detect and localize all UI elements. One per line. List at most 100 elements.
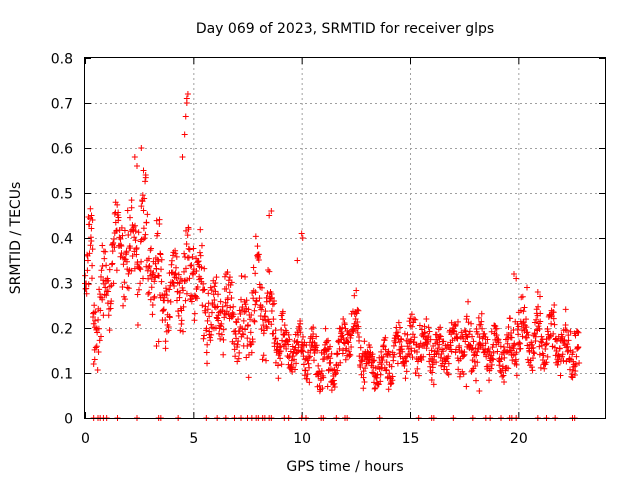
data-point bbox=[120, 261, 127, 268]
data-point bbox=[141, 235, 148, 242]
data-point bbox=[285, 341, 292, 348]
data-point bbox=[224, 302, 231, 309]
data-point bbox=[94, 367, 101, 374]
data-point bbox=[575, 329, 582, 336]
data-point bbox=[118, 224, 125, 231]
data-point bbox=[262, 313, 269, 320]
x-tick-label: 20 bbox=[510, 431, 528, 447]
data-point bbox=[238, 272, 245, 279]
data-point bbox=[572, 361, 579, 368]
data-point bbox=[572, 368, 579, 375]
data-point bbox=[87, 215, 94, 222]
data-point bbox=[173, 264, 180, 271]
data-point bbox=[401, 330, 408, 337]
data-point bbox=[501, 354, 508, 361]
data-point bbox=[212, 324, 219, 331]
data-point bbox=[201, 265, 208, 272]
data-point bbox=[222, 311, 229, 318]
data-point bbox=[189, 253, 196, 260]
data-point bbox=[319, 385, 326, 392]
data-point bbox=[553, 338, 560, 345]
data-point bbox=[454, 318, 461, 325]
data-point bbox=[198, 264, 205, 271]
data-point bbox=[110, 280, 117, 287]
data-point bbox=[398, 336, 405, 343]
data-point bbox=[510, 345, 517, 352]
data-point bbox=[555, 352, 562, 359]
data-point bbox=[155, 258, 162, 265]
data-point bbox=[355, 307, 362, 314]
data-point bbox=[124, 207, 131, 214]
data-point bbox=[148, 284, 155, 291]
data-point bbox=[129, 252, 136, 259]
data-point bbox=[163, 292, 170, 299]
data-point bbox=[115, 214, 122, 221]
data-point bbox=[535, 323, 542, 330]
data-point bbox=[380, 353, 387, 360]
data-point bbox=[160, 307, 167, 314]
data-point bbox=[183, 241, 190, 248]
data-point bbox=[235, 316, 242, 323]
data-point bbox=[456, 342, 463, 349]
data-point bbox=[315, 362, 322, 369]
data-point bbox=[538, 342, 545, 349]
data-point bbox=[262, 308, 269, 315]
data-point bbox=[135, 286, 142, 293]
data-point bbox=[565, 332, 572, 339]
data-point bbox=[354, 329, 361, 336]
data-point bbox=[182, 113, 189, 120]
data-point bbox=[82, 272, 89, 279]
data-point bbox=[460, 352, 467, 359]
data-point bbox=[476, 334, 483, 341]
data-point bbox=[95, 325, 102, 332]
data-point bbox=[469, 344, 476, 351]
data-point bbox=[357, 344, 364, 351]
data-point bbox=[402, 358, 409, 365]
data-point bbox=[333, 351, 340, 358]
data-point bbox=[394, 360, 401, 367]
data-point bbox=[427, 336, 434, 343]
data-point bbox=[268, 321, 275, 328]
x-tick-label: 0 bbox=[81, 431, 90, 447]
data-point bbox=[346, 331, 353, 338]
data-point bbox=[119, 232, 126, 239]
data-point bbox=[180, 303, 187, 310]
data-point bbox=[146, 289, 153, 296]
data-point bbox=[125, 232, 132, 239]
data-point bbox=[84, 257, 91, 264]
data-point bbox=[535, 303, 542, 310]
data-point bbox=[310, 331, 317, 338]
data-point bbox=[193, 255, 200, 262]
data-point bbox=[236, 349, 243, 356]
data-point bbox=[523, 334, 530, 341]
data-point bbox=[531, 331, 538, 338]
data-point bbox=[197, 226, 204, 233]
data-point bbox=[407, 315, 414, 322]
data-point bbox=[175, 312, 182, 319]
data-point bbox=[242, 326, 249, 333]
data-point bbox=[550, 330, 557, 337]
data-point bbox=[195, 258, 202, 265]
data-point bbox=[506, 344, 513, 351]
data-point bbox=[521, 304, 528, 311]
data-point bbox=[524, 342, 531, 349]
data-point bbox=[162, 338, 169, 345]
data-point bbox=[180, 287, 187, 294]
data-point bbox=[270, 316, 277, 323]
data-point bbox=[372, 384, 379, 391]
data-point bbox=[481, 348, 488, 355]
data-point bbox=[348, 332, 355, 339]
data-point bbox=[530, 349, 537, 356]
data-point bbox=[154, 230, 161, 237]
data-point bbox=[481, 330, 488, 337]
data-point bbox=[127, 214, 134, 221]
data-point bbox=[168, 261, 175, 268]
data-point bbox=[185, 254, 192, 261]
data-point bbox=[537, 293, 543, 300]
data-point bbox=[226, 274, 233, 281]
data-point bbox=[447, 342, 454, 349]
data-point bbox=[132, 222, 139, 229]
data-point bbox=[565, 337, 572, 344]
data-point bbox=[426, 351, 433, 358]
data-point bbox=[429, 364, 436, 371]
